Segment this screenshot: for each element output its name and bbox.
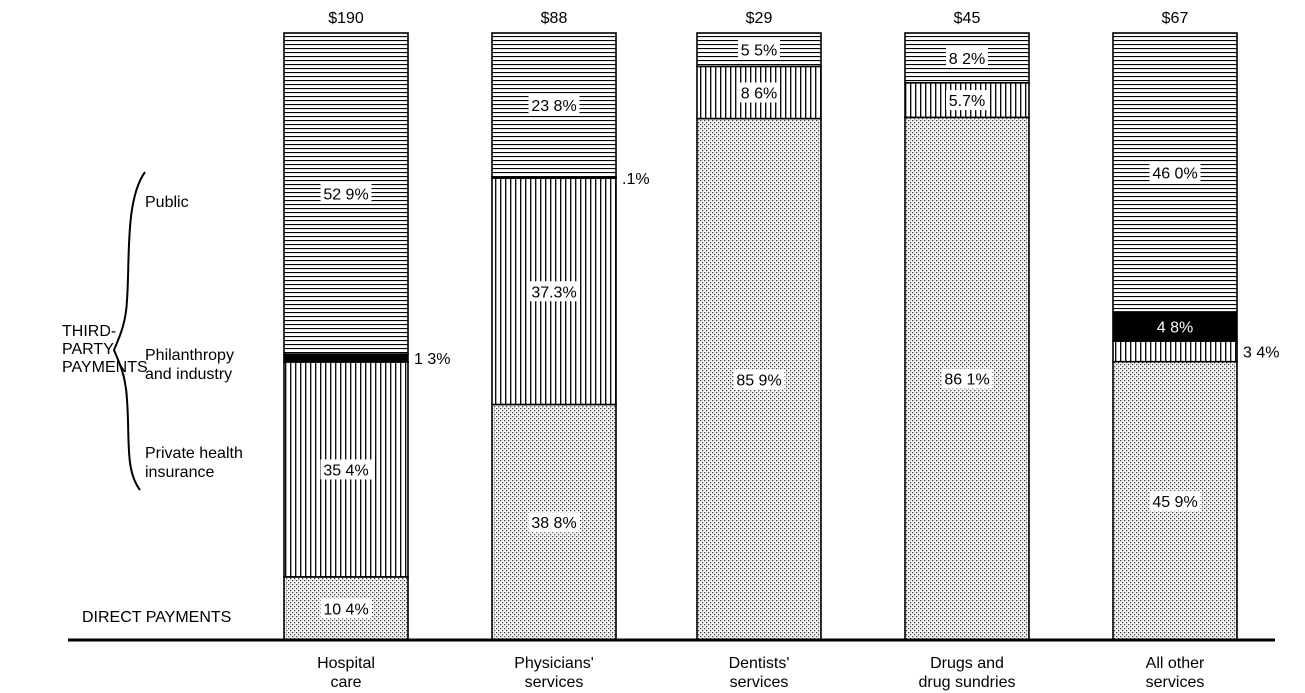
data-label-bg: [946, 47, 988, 68]
data-label-direct: 85 9%: [736, 372, 781, 389]
data-label-bg: [528, 281, 580, 302]
data-label-public: 52 9%: [323, 187, 368, 204]
category-label: All other services: [1146, 655, 1205, 691]
data-label-private: 5.7%: [949, 93, 985, 110]
bar-total-label: $190: [328, 10, 364, 27]
data-label-bg: [738, 39, 780, 60]
data-label-direct: 38 8%: [531, 515, 576, 532]
data-label-philanthropy: 1 3%: [414, 351, 450, 368]
bar-segment-philanthropy: [283, 353, 409, 363]
data-label-direct: 10 4%: [323, 601, 368, 618]
data-label-bg: [941, 368, 993, 389]
category-labels: $190 Hospital care $88 Physicians' services $2…: [317, 10, 1205, 691]
data-label-bg: [320, 459, 372, 480]
bar-segment-private: [1112, 340, 1238, 363]
data-label-private: 35 4%: [323, 462, 368, 479]
category-label: Hospital care: [317, 655, 375, 691]
legend-private-label: Private health insurance: [145, 445, 247, 481]
data-label-bg: [733, 369, 785, 390]
data-label-bg: [528, 95, 580, 116]
data-label-bg: [1154, 316, 1196, 337]
bar-total-label: $88: [541, 10, 568, 27]
category-label: Drugs and drug sundries: [919, 655, 1016, 691]
data-label-public: 5 5%: [741, 43, 777, 60]
bars-group: 10 4% 35 4% 1 3% 52 9% 38 8% 37.3% .1% 23 8% 85 …: [283, 32, 1279, 641]
legend-brace: [112, 171, 146, 491]
data-label-bg: [1149, 162, 1201, 183]
legend-philanthropy-label: Philanthropy and industry: [145, 347, 238, 383]
category-label: Dentists' services: [729, 655, 790, 691]
bar-total-label: $67: [1162, 10, 1189, 27]
data-label-direct: 86 1%: [944, 372, 989, 389]
bar-segment-public: [491, 32, 617, 179]
legend-public-label: Public: [145, 194, 189, 211]
data-label-bg: [320, 183, 372, 204]
data-label-bg: [738, 82, 780, 103]
data-label-public: 23 8%: [531, 98, 576, 115]
bar-total-label: $45: [954, 10, 981, 27]
legend-group-label: THIRD- PARTY PAYMENTS: [62, 323, 148, 376]
data-label-public: 8 2%: [949, 51, 985, 68]
data-label-philanthropy: .1%: [622, 171, 650, 188]
legend-direct-label: DIRECT PAYMENTS: [82, 609, 231, 626]
data-label-private: 3 4%: [1243, 344, 1279, 361]
data-label-private: 8 6%: [741, 85, 777, 102]
data-label-public: 46 0%: [1152, 165, 1197, 182]
data-label-direct: 45 9%: [1152, 494, 1197, 511]
data-label-philanthropy: 4 8%: [1157, 319, 1193, 336]
data-label-bg: [1149, 490, 1201, 511]
data-label-private: 37.3%: [531, 284, 576, 301]
data-label-bg: [528, 512, 580, 533]
legend: Public THIRD- PARTY PAYMENTS Philanthrop…: [62, 171, 247, 626]
bar-total-label: $29: [746, 10, 773, 27]
data-label-bg: [946, 90, 988, 111]
category-label: Physicians' services: [514, 655, 594, 691]
data-label-bg: [320, 598, 372, 619]
